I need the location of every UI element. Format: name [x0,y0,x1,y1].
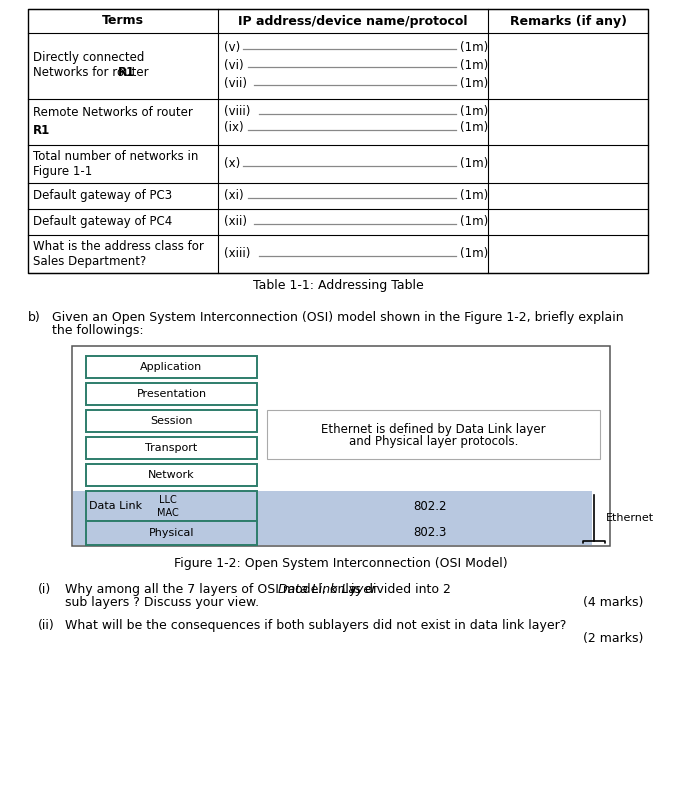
Text: the followings:: the followings: [52,324,144,337]
Text: (1m): (1m) [460,190,488,203]
Text: (1m): (1m) [460,215,488,228]
Text: (2 marks): (2 marks) [582,632,643,645]
Text: Data Link Layer: Data Link Layer [277,583,376,596]
Text: Terms: Terms [102,15,144,27]
Text: Default gateway of PC3: Default gateway of PC3 [33,190,172,203]
Text: (v): (v) [224,40,240,53]
Text: LLC: LLC [159,495,177,505]
Text: (1m): (1m) [460,77,488,90]
Text: IP address/device name/protocol: IP address/device name/protocol [238,15,468,27]
Text: Data Link: Data Link [89,501,142,511]
Bar [267,410,600,459]
Text: What will be the consequences if both sublayers did not exist in data link layer: What will be the consequences if both su… [65,619,566,632]
Bar [86,437,257,459]
Text: Table 1-1: Addressing Table: Table 1-1: Addressing Table [253,279,423,292]
Bar [86,383,257,405]
Text: Networks for router: Networks for router [33,66,153,80]
Bar [86,491,257,521]
Text: (xi): (xi) [224,190,243,203]
Text: (xiii): (xiii) [224,248,250,261]
Text: (ii): (ii) [38,619,55,632]
Text: (4 marks): (4 marks) [582,596,643,609]
Text: (1m): (1m) [460,122,488,135]
Text: is divided into 2: is divided into 2 [347,583,451,596]
Text: (i): (i) [38,583,52,596]
Text: (vii): (vii) [224,77,247,90]
Text: Remarks (if any): Remarks (if any) [509,15,626,27]
Text: Given an Open System Interconnection (OSI) model shown in the Figure 1-2, briefl: Given an Open System Interconnection (OS… [52,311,624,324]
Text: Application: Application [140,362,203,372]
Text: sub layers ? Discuss your view.: sub layers ? Discuss your view. [65,596,259,609]
Text: 802.3: 802.3 [413,526,446,540]
Text: (viii): (viii) [224,106,250,119]
Text: Ethernet is defined by Data Link layer: Ethernet is defined by Data Link layer [321,423,546,436]
Text: (1m): (1m) [460,58,488,72]
Text: (ix): (ix) [224,122,243,135]
Text: (1m): (1m) [460,248,488,261]
Text: Presentation: Presentation [136,389,207,399]
Text: R1: R1 [118,66,135,80]
Text: Network: Network [148,470,195,480]
Text: Total number of networks in: Total number of networks in [33,149,199,162]
Text: (vi): (vi) [224,58,243,72]
Text: MAC: MAC [157,508,179,518]
Text: Directly connected: Directly connected [33,51,144,64]
Bar [86,410,257,432]
Text: Figure 1-1: Figure 1-1 [33,165,92,178]
Text: (x): (x) [224,157,240,170]
Bar [72,346,610,546]
Text: Sales Department?: Sales Department? [33,254,146,267]
Text: b): b) [28,311,41,324]
Text: and Physical layer protocols.: and Physical layer protocols. [348,435,518,448]
Text: Default gateway of PC4: Default gateway of PC4 [33,215,172,228]
Text: Transport: Transport [145,443,197,453]
Text: Why among all the 7 layers of OSI model, only: Why among all the 7 layers of OSI model,… [65,583,360,596]
Text: (xii): (xii) [224,215,247,228]
Text: 802.2: 802.2 [413,500,446,512]
Text: (1m): (1m) [460,157,488,170]
Text: Physical: Physical [148,528,195,538]
Text: Ethernet: Ethernet [606,513,654,523]
Text: Session: Session [151,416,193,426]
Text: What is the address class for: What is the address class for [33,240,204,253]
Text: Figure 1-2: Open System Interconnection (OSI Model): Figure 1-2: Open System Interconnection … [174,557,508,570]
Text: Remote Networks of router: Remote Networks of router [33,107,193,119]
Bar [86,521,257,545]
Text: (1m): (1m) [460,106,488,119]
Bar [28,9,648,273]
Bar [86,464,257,486]
Text: (1m): (1m) [460,40,488,53]
Bar [73,491,592,545]
Bar [86,356,257,378]
Text: R1: R1 [33,123,50,136]
